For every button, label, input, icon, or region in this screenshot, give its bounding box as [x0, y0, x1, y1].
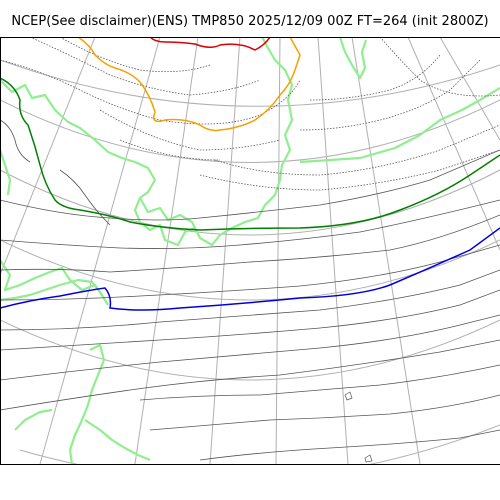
- coastline-sakhalin: [338, 37, 368, 80]
- coastline-west: [0, 259, 103, 296]
- island-2: [364, 454, 373, 463]
- isotherm-10: [149, 394, 500, 431]
- meridian-5: [275, 37, 281, 464]
- isotherm-9: [139, 364, 500, 401]
- coastline-asia-north: [0, 37, 294, 247]
- map-panel: [0, 37, 500, 464]
- dotted-isotherm-5: [199, 149, 500, 191]
- meridian-3: [134, 37, 199, 464]
- islands: [344, 391, 373, 463]
- map-svg: [0, 37, 500, 464]
- isotherm-5: [0, 269, 500, 331]
- coastline-south-2: [14, 408, 53, 431]
- isotherm-zero-green: [0, 77, 500, 231]
- dotted-isotherm-1: [0, 59, 301, 125]
- meridian-4: [209, 37, 241, 464]
- graticule-parallels: [0, 59, 500, 464]
- dotted-isotherm-9: [99, 109, 281, 151]
- coastline-korea: [133, 197, 196, 247]
- meridian-10: [0, 37, 96, 277]
- dotted-isotherm-4: [214, 124, 500, 176]
- parallel-6: [19, 424, 500, 464]
- isotherms-thin: [0, 119, 500, 461]
- isotherm-2: [0, 199, 500, 249]
- meridian-2: [39, 37, 161, 464]
- dotted-isotherm-3: [59, 37, 211, 73]
- isotherm-3: [0, 214, 500, 273]
- coastline-south-3: [84, 419, 151, 462]
- meridian-9: [439, 37, 500, 141]
- isotherm-8: [0, 339, 500, 411]
- island-1: [344, 391, 353, 401]
- dotted-isotherm-6: [299, 59, 481, 131]
- parallel-3: [0, 169, 500, 236]
- parallel-2: [0, 99, 500, 163]
- parallel-5: [0, 319, 500, 381]
- coastlines: [0, 37, 500, 464]
- dotted-isotherm-10: [119, 139, 221, 161]
- meridian-6: [317, 37, 349, 464]
- parallel-4: [0, 239, 500, 301]
- isotherm-minus6-blue: [0, 227, 500, 311]
- dotted-isotherm-8: [379, 37, 500, 97]
- parallel-1: [0, 59, 500, 107]
- isotherm-7: [0, 314, 500, 381]
- isotherm-11: [199, 429, 500, 461]
- isotherm-6: [0, 289, 500, 351]
- chart-title: NCEP(See disclaimer)(ENS) TMP850 2025/12…: [11, 14, 489, 29]
- dotted-isotherm-7: [309, 54, 441, 101]
- meridian-8: [407, 37, 500, 251]
- coastline-kamchatka-edge: [299, 87, 500, 164]
- isotherm-13: [59, 169, 111, 226]
- isotherm-4: [0, 244, 500, 301]
- isotherm-1: [0, 149, 500, 221]
- isotherm-minus12-orange: [77, 37, 301, 132]
- isotherms-dotted: [0, 37, 500, 191]
- coastline-south-1: [68, 343, 106, 464]
- coastline-left-lake: [0, 149, 12, 196]
- coastline-china: [0, 278, 109, 306]
- dotted-isotherm-2: [29, 37, 261, 96]
- isotherm-12: [0, 119, 31, 163]
- graticule-meridians: [0, 37, 500, 464]
- isotherm-minus18-red: [149, 37, 271, 51]
